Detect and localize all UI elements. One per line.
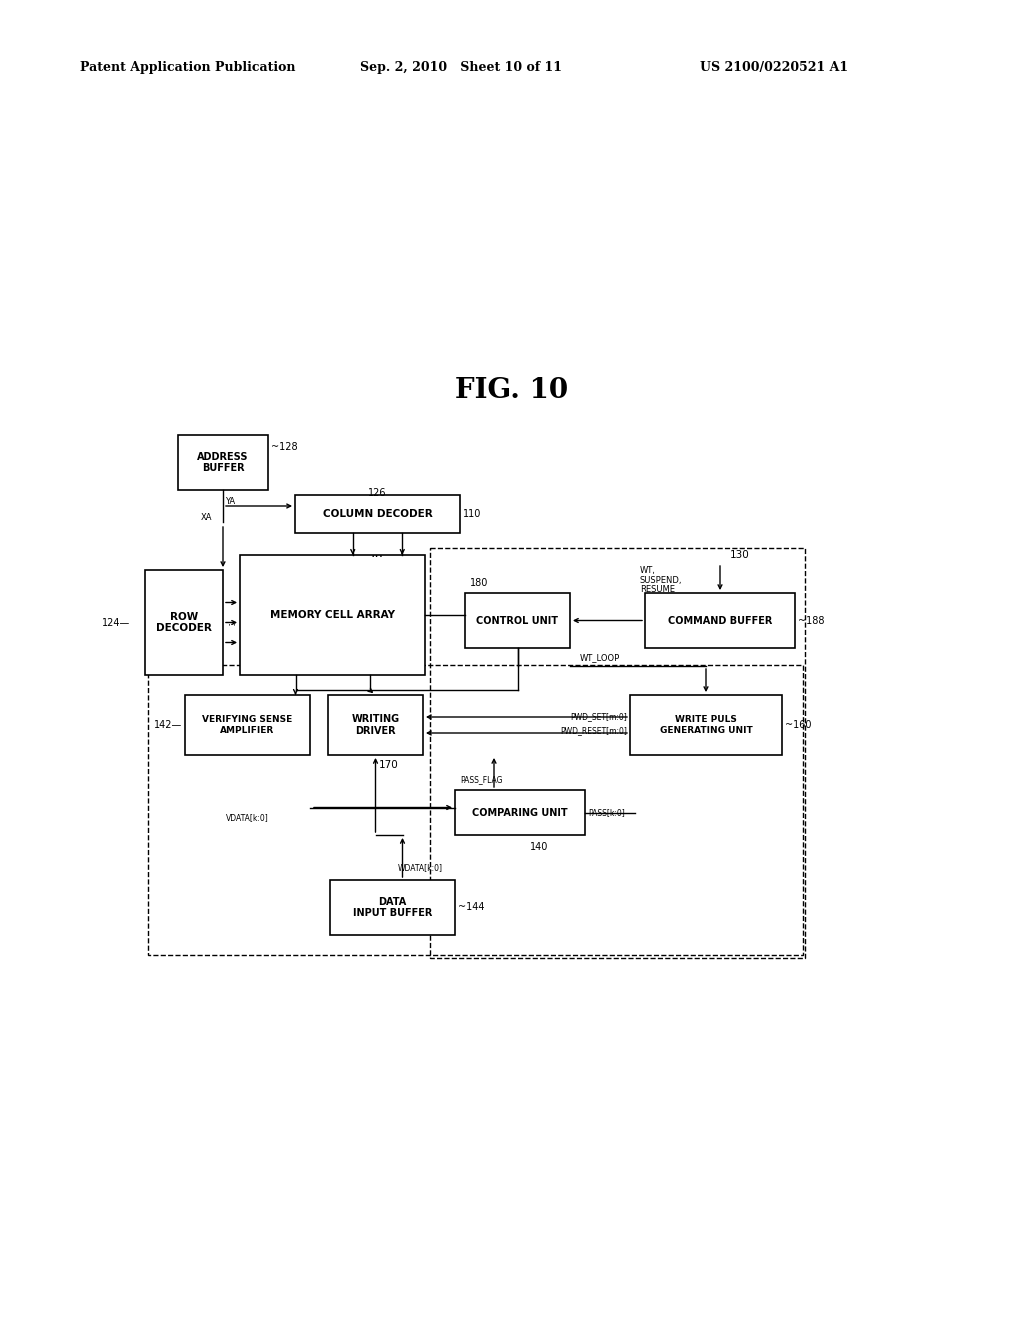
Text: COMMAND BUFFER: COMMAND BUFFER	[668, 615, 772, 626]
Text: WRITING
DRIVER: WRITING DRIVER	[351, 714, 399, 735]
Text: 180: 180	[470, 578, 488, 587]
Text: DATA
INPUT BUFFER: DATA INPUT BUFFER	[353, 896, 432, 919]
Bar	[178, 436, 268, 490]
Text: 130: 130	[730, 550, 750, 560]
Text: MEMORY CELL ARRAY: MEMORY CELL ARRAY	[270, 610, 395, 620]
Bar	[455, 789, 585, 836]
Text: Patent Application Publication: Patent Application Publication	[80, 62, 296, 74]
Text: COMPARING UNIT: COMPARING UNIT	[472, 808, 568, 817]
Text: RESUME: RESUME	[640, 585, 675, 594]
Text: COLUMN DECODER: COLUMN DECODER	[323, 510, 432, 519]
Text: US 2100/0220521 A1: US 2100/0220521 A1	[700, 62, 848, 74]
Text: FIG. 10: FIG. 10	[456, 376, 568, 404]
Text: 124—: 124—	[101, 618, 130, 627]
Text: 110: 110	[463, 510, 481, 519]
Text: SUSPEND,: SUSPEND,	[640, 576, 683, 585]
Text: ...: ...	[371, 546, 384, 560]
Text: ROW
DECODER: ROW DECODER	[156, 611, 212, 634]
Bar	[630, 696, 782, 755]
Text: ADDRESS
BUFFER: ADDRESS BUFFER	[198, 451, 249, 474]
Text: YA: YA	[225, 498, 236, 507]
Text: VDATA[k:0]: VDATA[k:0]	[226, 813, 269, 822]
Bar	[430, 548, 805, 958]
Bar	[185, 696, 310, 755]
Text: 140: 140	[530, 842, 549, 851]
Text: XA: XA	[201, 513, 213, 523]
Text: ~144: ~144	[458, 903, 484, 912]
Bar	[465, 593, 570, 648]
Bar	[330, 880, 455, 935]
Text: PWD_SET[m:0]: PWD_SET[m:0]	[570, 713, 627, 722]
Text: WRITE PULS
GENERATING UNIT: WRITE PULS GENERATING UNIT	[659, 715, 753, 735]
Text: ~128: ~128	[271, 442, 298, 451]
Text: VERIFYING SENSE
AMPLIFIER: VERIFYING SENSE AMPLIFIER	[203, 715, 293, 735]
Bar	[240, 554, 425, 675]
Bar	[328, 696, 423, 755]
Text: WDATA[k:0]: WDATA[k:0]	[397, 863, 442, 873]
Text: PWD_RESET[m:0]: PWD_RESET[m:0]	[560, 726, 627, 735]
Text: PASS[k:0]: PASS[k:0]	[588, 808, 625, 817]
Text: Sep. 2, 2010   Sheet 10 of 11: Sep. 2, 2010 Sheet 10 of 11	[360, 62, 562, 74]
Text: CONTROL UNIT: CONTROL UNIT	[476, 615, 558, 626]
Text: 126: 126	[368, 488, 386, 498]
Text: ~188: ~188	[798, 615, 824, 626]
Text: WT_LOOP: WT_LOOP	[580, 653, 621, 663]
Bar	[148, 665, 803, 954]
Text: PASS_FLAG: PASS_FLAG	[460, 776, 503, 784]
Text: 170: 170	[379, 760, 398, 770]
Text: 142—: 142—	[154, 719, 182, 730]
Bar	[145, 570, 223, 675]
Text: ~160: ~160	[785, 719, 811, 730]
Text: :: :	[224, 620, 238, 624]
Text: WT,: WT,	[640, 566, 656, 576]
Bar	[645, 593, 795, 648]
Bar	[295, 495, 460, 533]
